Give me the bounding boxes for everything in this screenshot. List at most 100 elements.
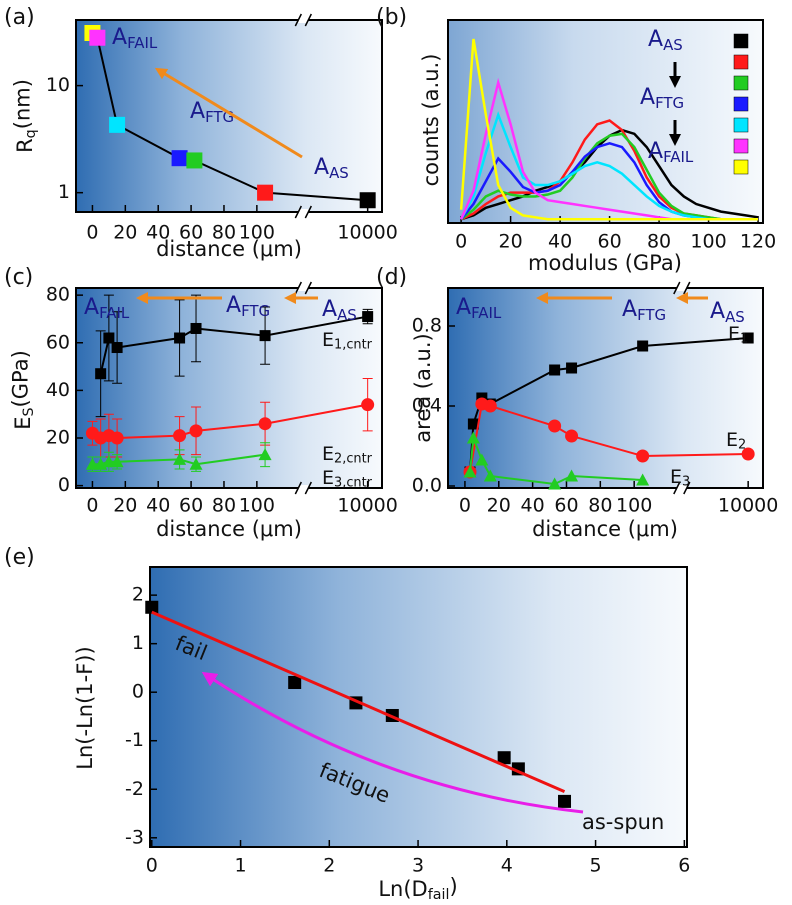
point — [145, 600, 159, 614]
legend-swatch — [733, 117, 749, 133]
series-label: E1,cntr — [322, 329, 373, 353]
y-tick-label: 40 — [46, 379, 70, 401]
annotation-main: A — [622, 297, 637, 322]
point — [109, 116, 126, 133]
series-line — [459, 38, 759, 221]
x-tick-label: 40 — [521, 495, 545, 517]
x-tick-label: 1 — [234, 855, 246, 877]
panel-label: (c) — [4, 265, 33, 290]
x-axis-title-tail: ) — [449, 875, 457, 899]
y-axis-title-main: R — [13, 138, 37, 153]
legend-swatch — [733, 159, 749, 175]
y-tick-label: 80 — [46, 284, 70, 306]
y-axis-title: area (a.u.) — [411, 333, 435, 442]
x-tick-label: 20 — [499, 231, 523, 253]
point — [359, 192, 376, 209]
point — [186, 152, 203, 169]
x-axis-title: distance (μm) — [532, 517, 678, 541]
series-label: E3 — [670, 466, 690, 490]
point — [189, 424, 203, 438]
axis-break — [294, 13, 302, 27]
annotation: as-spun — [582, 810, 664, 834]
axis-break — [294, 481, 302, 495]
point — [565, 469, 579, 482]
series-label-sub: 1,cntr — [334, 337, 373, 352]
axis-break — [304, 205, 312, 219]
annotation-main: A — [112, 25, 127, 50]
y-axis-title: ES(GPa) — [9, 350, 37, 430]
axis-break — [304, 281, 312, 295]
point — [257, 184, 274, 201]
axis-break — [673, 481, 681, 495]
axis-break — [304, 13, 312, 27]
y-axis-title: Rq(nm) — [11, 79, 39, 153]
point — [102, 455, 116, 468]
point — [173, 429, 187, 443]
y-axis-title-sub: q — [23, 129, 39, 138]
annotation: AFAIL — [84, 295, 130, 322]
axis-break — [304, 481, 312, 495]
x-tick-label: 40 — [146, 222, 170, 244]
y-tick-label: -1 — [125, 729, 144, 751]
annotation: AFAIL — [112, 25, 158, 52]
x-tick-label: 100 — [239, 495, 275, 517]
y-tick-label: 0 — [132, 681, 144, 703]
annotation-main: A — [648, 139, 663, 164]
y-tick-label: 0.0 — [412, 475, 442, 497]
panel-label: (a) — [4, 5, 35, 30]
point — [173, 452, 187, 465]
annotation-sub: AS — [725, 308, 745, 326]
y-tick-label: -3 — [125, 826, 144, 848]
axis-break-gap — [298, 285, 309, 291]
annotation-sub: FAIL — [663, 148, 694, 166]
point — [259, 330, 271, 342]
x-axis-title: modulus (GPa) — [528, 251, 682, 275]
series-label-sub: 3,cntr — [334, 475, 373, 490]
y-tick-label: -2 — [125, 778, 144, 800]
series-label-sub: 3 — [682, 474, 690, 489]
annotation: AFAIL — [648, 139, 694, 166]
x-axis-title: Ln(Dfail) — [378, 875, 457, 903]
panel-label: (e) — [4, 545, 35, 570]
series-label-main: E — [322, 443, 334, 465]
point — [475, 453, 489, 466]
point — [362, 311, 374, 323]
point — [258, 417, 272, 431]
x-tick-label: 3 — [412, 855, 424, 877]
axis-break-gap — [298, 209, 309, 215]
series-label: E1 — [728, 323, 748, 347]
annotation-sub: FTG — [205, 108, 234, 126]
x-tick-label: 10000 — [337, 222, 397, 244]
annotation-main: A — [314, 155, 329, 180]
series-label-main: E — [322, 467, 334, 489]
plot-frame — [447, 19, 764, 224]
series-label-main: E — [670, 466, 682, 488]
point — [483, 399, 497, 413]
series-label: E2 — [726, 429, 746, 453]
point — [548, 419, 562, 433]
panel-label: (d) — [376, 265, 407, 290]
point — [189, 457, 203, 470]
series-line — [151, 610, 566, 794]
point — [258, 448, 272, 461]
y-axis-title: counts (a.u.) — [419, 54, 443, 187]
series-label: E2,cntr — [322, 443, 373, 467]
x-tick-label: 40 — [146, 495, 170, 517]
x-tick-label: 6 — [678, 855, 690, 877]
series-label: E3,cntr — [322, 467, 373, 491]
annotation: AAS — [710, 299, 745, 326]
series-label-sub: 2 — [738, 437, 746, 452]
axis-break — [294, 205, 302, 219]
x-tick-label: 4 — [501, 855, 513, 877]
x-tick-label: 100 — [616, 495, 652, 517]
plot-frame — [75, 19, 383, 213]
point — [466, 431, 480, 444]
y-tick-label: 20 — [46, 427, 70, 449]
point — [288, 675, 302, 689]
axis-break-gap — [298, 17, 309, 23]
annotation: AAS — [314, 155, 349, 182]
annotation-sub: FTG — [655, 94, 684, 112]
